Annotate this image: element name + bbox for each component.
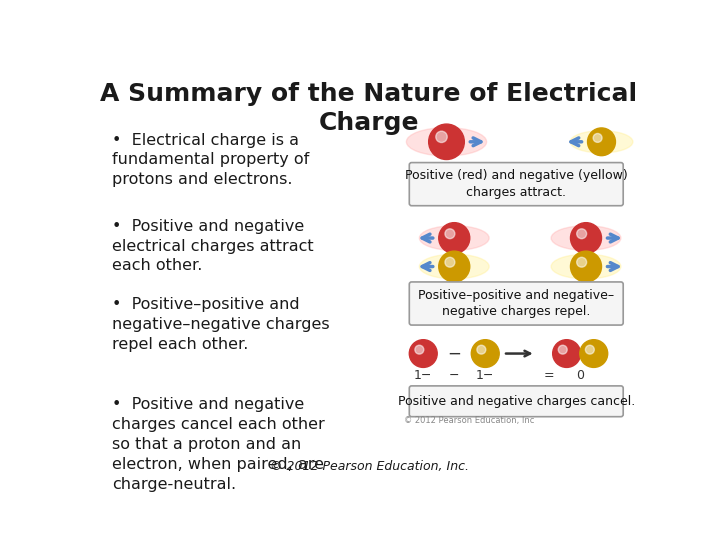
Text: Positive (red) and negative (yellow)
charges attract.: Positive (red) and negative (yellow) cha… (405, 169, 628, 199)
Ellipse shape (570, 131, 633, 153)
Circle shape (438, 251, 469, 282)
Ellipse shape (551, 254, 621, 279)
Circle shape (477, 345, 486, 354)
Circle shape (553, 340, 580, 367)
Text: A Summary of the Nature of Electrical
Charge: A Summary of the Nature of Electrical Ch… (100, 82, 638, 136)
Circle shape (436, 131, 447, 143)
Circle shape (570, 222, 601, 253)
FancyBboxPatch shape (409, 386, 624, 417)
Circle shape (570, 251, 601, 282)
Circle shape (580, 340, 608, 367)
Text: −: − (447, 345, 462, 362)
Circle shape (438, 222, 469, 253)
Ellipse shape (551, 226, 621, 251)
Text: 1−: 1− (414, 369, 433, 382)
Circle shape (558, 345, 567, 354)
Circle shape (415, 345, 424, 354)
Text: Positive and negative charges cancel.: Positive and negative charges cancel. (397, 395, 635, 408)
Ellipse shape (419, 226, 489, 251)
Circle shape (577, 229, 587, 239)
Text: •  Positive–positive and
negative–negative charges
repel each other.: • Positive–positive and negative–negativ… (112, 298, 329, 352)
Circle shape (445, 257, 455, 267)
Text: =: = (544, 369, 554, 382)
Text: •  Positive and negative
charges cancel each other
so that a proton and an
elect: • Positive and negative charges cancel e… (112, 397, 325, 491)
Text: Positive–positive and negative–
negative charges repel.: Positive–positive and negative– negative… (418, 288, 614, 319)
Text: 0: 0 (576, 369, 584, 382)
Text: 1−: 1− (476, 369, 495, 382)
Circle shape (593, 133, 602, 143)
Circle shape (445, 229, 455, 239)
Text: © 2012 Pearson Education, Inc: © 2012 Pearson Education, Inc (404, 416, 534, 425)
Circle shape (409, 340, 437, 367)
Ellipse shape (406, 127, 487, 156)
Text: −: − (449, 369, 459, 382)
Circle shape (577, 257, 587, 267)
Text: © 2012 Pearson Education, Inc.: © 2012 Pearson Education, Inc. (269, 460, 469, 473)
Circle shape (588, 128, 616, 156)
Circle shape (428, 124, 464, 159)
FancyBboxPatch shape (409, 163, 624, 206)
Ellipse shape (419, 254, 489, 279)
Text: •  Positive and negative
electrical charges attract
each other.: • Positive and negative electrical charg… (112, 219, 313, 273)
Text: •  Electrical charge is a
fundamental property of
protons and electrons.: • Electrical charge is a fundamental pro… (112, 132, 309, 187)
Circle shape (585, 345, 594, 354)
Circle shape (472, 340, 499, 367)
FancyBboxPatch shape (409, 282, 624, 325)
